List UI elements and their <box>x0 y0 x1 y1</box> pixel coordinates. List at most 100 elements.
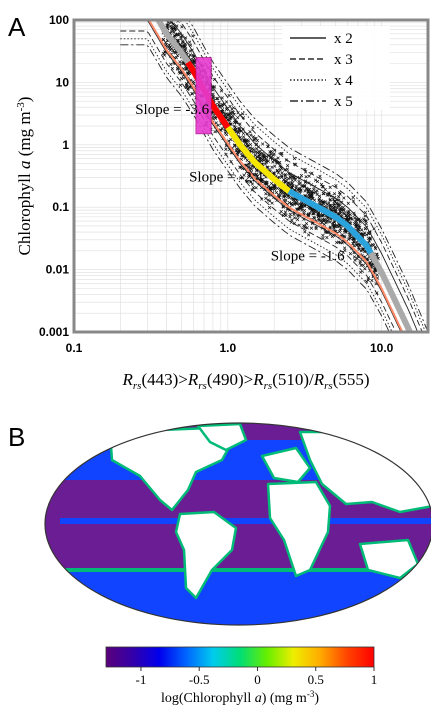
south-america <box>174 510 238 600</box>
scatter-point <box>316 211 320 216</box>
scatter-point <box>287 181 291 185</box>
scatter-point <box>355 256 359 261</box>
scatter-point <box>224 115 229 119</box>
scatter-point <box>181 39 185 43</box>
scatter-point <box>175 53 180 58</box>
scatter-point <box>213 116 218 121</box>
scatter-point <box>163 15 166 18</box>
scatter-point <box>300 184 304 188</box>
scatter-point <box>357 224 361 228</box>
envelope-line-x4 <box>184 20 426 332</box>
scatter-point <box>375 273 379 277</box>
scatter-point <box>307 187 312 192</box>
scatter-point <box>261 152 265 157</box>
scatter-point <box>299 173 304 178</box>
scatter-point <box>258 155 263 160</box>
scatter-point <box>339 206 343 210</box>
scatter-point <box>283 172 287 177</box>
scatter-point <box>286 181 290 185</box>
legend-label: x 4 <box>334 73 353 89</box>
scatter-point <box>233 143 237 147</box>
y-tick-label: 0.001 <box>39 325 69 339</box>
scatter-point <box>269 152 273 156</box>
colorbar <box>105 646 375 668</box>
scatter-point <box>172 9 175 12</box>
scatter-point <box>298 181 303 185</box>
scatter-point <box>266 198 270 202</box>
scatter-point <box>351 242 355 246</box>
colorbar-ticks: -1 -0.5 0 0.5 1 <box>136 667 377 687</box>
x-tick-label: 10.0 <box>370 341 394 355</box>
scatter-point <box>167 7 170 10</box>
scatter-point <box>264 192 268 196</box>
fit-curve <box>147 20 414 332</box>
scatter-point <box>297 187 301 192</box>
scatter-point <box>188 49 192 53</box>
scatter-point <box>285 163 290 168</box>
scatter-point <box>226 113 230 117</box>
scatter-point <box>336 195 341 199</box>
scatter-point <box>217 103 221 107</box>
scatter-point <box>174 11 177 14</box>
scatter-point <box>265 182 269 186</box>
y-tick-label: 0.01 <box>46 263 70 277</box>
scatter-point <box>374 269 378 273</box>
subantarctic-front <box>45 568 431 572</box>
scatter-point <box>328 220 332 224</box>
scatter-point <box>303 224 307 229</box>
map-globe <box>45 423 431 625</box>
data-range-box <box>195 57 212 135</box>
scatter-point <box>242 138 247 142</box>
scatter-point <box>325 235 329 240</box>
scatter-point <box>312 211 316 216</box>
scatter-point <box>283 174 287 178</box>
scatter-point <box>323 187 327 192</box>
scatter-point <box>276 156 280 160</box>
scatter-point <box>226 118 230 122</box>
y-tick-label: 1 <box>62 138 69 152</box>
scatter-point <box>247 162 251 166</box>
scatter-point <box>243 141 248 145</box>
scatter-point <box>364 279 369 284</box>
scatter-point <box>289 202 294 206</box>
scatter-point <box>334 208 338 212</box>
envelope-line-x3 <box>120 30 397 332</box>
slope-annotation: Slope = -1.6 <box>271 248 345 264</box>
scatter-point <box>236 115 240 120</box>
scatter-point <box>211 92 215 96</box>
scatter-point <box>306 213 311 218</box>
scatter-point <box>362 217 366 221</box>
scatter-point <box>178 60 182 64</box>
slope-segment <box>287 188 374 255</box>
scatter-point <box>306 190 310 194</box>
scatter-point <box>340 233 344 237</box>
scatter-point <box>282 194 286 198</box>
scatter-point <box>257 152 262 156</box>
scatter-point <box>190 53 195 57</box>
scatter-point <box>315 189 319 193</box>
scatter-point <box>168 5 171 8</box>
scatter-point <box>283 194 288 199</box>
scatter-point <box>254 186 258 190</box>
scatter-point <box>363 211 367 215</box>
colorbar-tick-label: 0 <box>254 672 261 687</box>
scatter-point <box>368 237 373 241</box>
scatter-point <box>240 154 244 158</box>
scatter-point <box>320 221 324 225</box>
scatter-point <box>228 115 233 119</box>
scatter-point <box>345 216 349 220</box>
slope-annotation: Slope = -3.6 <box>135 102 209 118</box>
scatter-point <box>351 195 355 200</box>
scatter-point <box>260 142 265 146</box>
scatter-point <box>364 222 368 226</box>
envelope-line-x5 <box>120 44 390 332</box>
scatter-point <box>303 189 307 193</box>
legend-box <box>282 26 390 110</box>
scatter-point <box>161 37 166 42</box>
scatter-point <box>352 211 356 215</box>
scatter-point <box>215 96 219 101</box>
scatter-point <box>273 184 277 188</box>
scatter-point <box>297 202 301 206</box>
scatter-point <box>337 229 342 234</box>
